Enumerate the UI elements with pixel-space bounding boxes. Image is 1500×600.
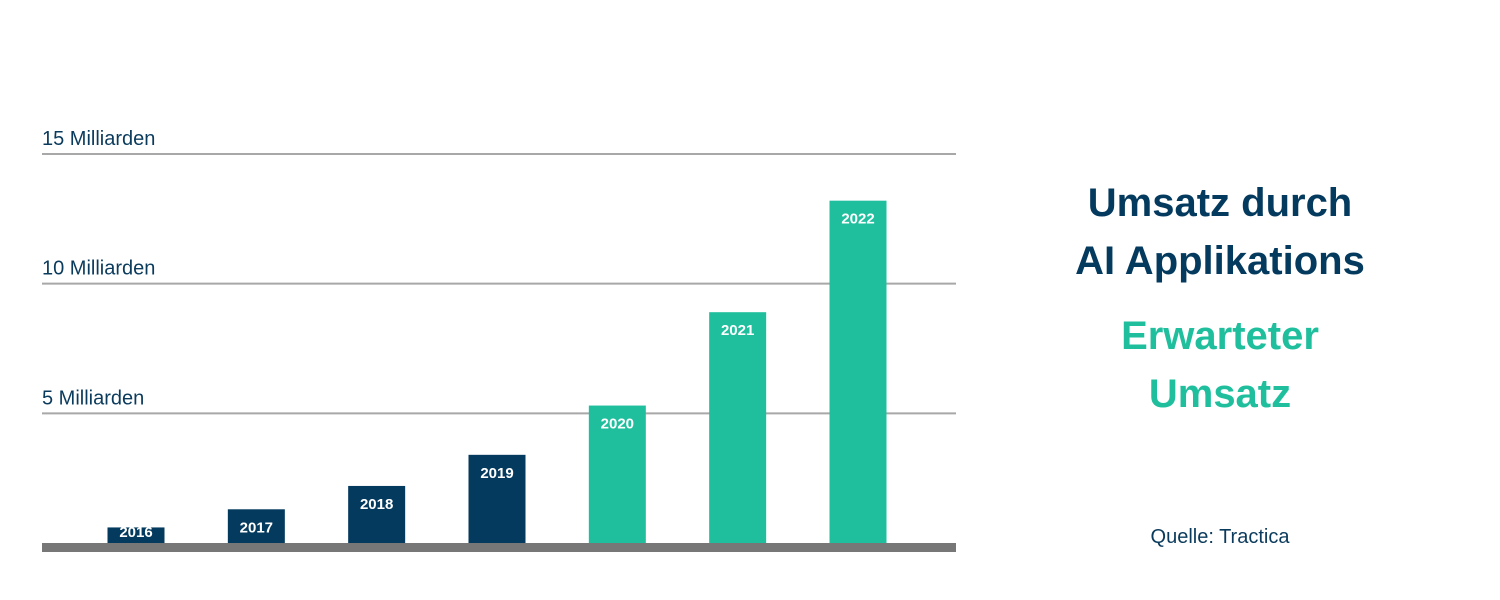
chart-baseline: [42, 543, 956, 552]
bar-2020: [588, 405, 646, 543]
bar-2019: [468, 454, 526, 543]
y-tick-label-15: 15 Milliarden: [42, 128, 155, 150]
bar-chart: 5 Milliarden 10 Milliarden 15 Milliarden 20…: [42, 128, 956, 552]
chart-legend-panel: Umsatz durch AI Applikations Erwarteter …: [990, 0, 1450, 600]
bar-label-2016: 2016: [119, 524, 152, 541]
bar-2016: [107, 527, 165, 543]
y-tick-label-5: 5 Milliarden: [42, 387, 144, 409]
bar-label-2020: 2020: [601, 416, 634, 433]
expected-revenue-label-line-2: Umsatz: [1148, 372, 1292, 416]
bar-label-2017: 2017: [240, 519, 273, 536]
expected-revenue-label-line-1: Erwarteter: [1121, 314, 1319, 358]
bar-label-2019: 2019: [480, 465, 513, 482]
bar-label-2022: 2022: [841, 211, 874, 228]
source-note: Quelle: Tractica: [1150, 526, 1290, 548]
expected-revenue-label: Erwarteter Umsatz: [990, 307, 1450, 423]
chart-title-line-2: AI Applikations: [1075, 239, 1365, 283]
bar-2018: [348, 485, 406, 543]
bar-2021: [709, 312, 767, 543]
bar-label-2021: 2021: [721, 322, 754, 339]
bar-2017: [227, 509, 285, 543]
bar-2022: [829, 200, 887, 543]
chart-title-line-1: Umsatz durch: [1087, 181, 1353, 225]
chart-title: Umsatz durch AI Applikations: [990, 174, 1450, 290]
y-tick-label-10: 10 Milliarden: [42, 258, 155, 280]
bar-label-2018: 2018: [360, 496, 393, 513]
